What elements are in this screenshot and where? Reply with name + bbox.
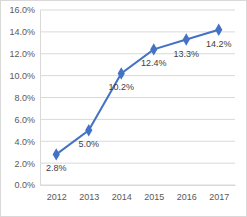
y-tick: 12.0% bbox=[9, 49, 40, 59]
marker bbox=[118, 67, 125, 79]
x-tick-label: 2014 bbox=[112, 192, 132, 202]
marker bbox=[150, 43, 157, 55]
y-tick-label: 10.0% bbox=[9, 71, 35, 81]
x-tick: 2012 bbox=[47, 185, 67, 202]
y-tick-label: 6.0% bbox=[14, 115, 35, 125]
x-tick: 2016 bbox=[177, 185, 197, 202]
y-tick-label: 0.0% bbox=[14, 180, 35, 190]
y-tick-label: 12.0% bbox=[9, 49, 35, 59]
y-tick: 6.0% bbox=[14, 115, 40, 125]
grid-line bbox=[40, 119, 235, 120]
x-tick-label: 2016 bbox=[177, 192, 197, 202]
series bbox=[53, 23, 223, 160]
data-label: 5.0% bbox=[78, 139, 99, 149]
grid-line bbox=[40, 31, 235, 32]
marker bbox=[215, 23, 222, 35]
data-label: 10.2% bbox=[108, 82, 134, 92]
data-label: 2.8% bbox=[46, 163, 67, 173]
y-tick-label: 16.0% bbox=[9, 5, 35, 15]
y-axis: 0.0% 2.0% 4.0% 6.0% 8.0% 10.0% 12.0% 14.0% 16.0% bbox=[9, 5, 40, 190]
data-label: 13.3% bbox=[173, 49, 199, 59]
plot: 0.0% 2.0% 4.0% 6.0% 8.0% 10.0% 12.0% 14.0% 16.0%… bbox=[9, 5, 235, 202]
grid-line bbox=[40, 53, 235, 54]
y-tick: 10.0% bbox=[9, 71, 40, 81]
data-label: 12.4% bbox=[141, 58, 167, 68]
grid-line bbox=[40, 97, 235, 98]
x-tick: 2015 bbox=[144, 185, 164, 202]
y-tick: 4.0% bbox=[14, 137, 40, 147]
chart: 0.0% 2.0% 4.0% 6.0% 8.0% 10.0% 12.0% 14.0% 16.0%… bbox=[0, 0, 247, 217]
y-tick: 14.0% bbox=[9, 27, 40, 37]
y-tick-label: 14.0% bbox=[9, 27, 35, 37]
x-tick-label: 2015 bbox=[144, 192, 164, 202]
line bbox=[56, 30, 219, 155]
grid bbox=[40, 10, 235, 185]
x-tick-label: 2013 bbox=[79, 192, 99, 202]
y-tick: 8.0% bbox=[14, 93, 40, 103]
y-tick-label: 2.0% bbox=[14, 159, 35, 169]
y-tick: 2.0% bbox=[14, 159, 40, 169]
grid-line bbox=[40, 75, 235, 76]
data-labels: 2.8% 5.0% 10.2% 12.4% 13.3% 14.2% bbox=[46, 39, 232, 174]
y-tick: 0.0% bbox=[14, 180, 40, 190]
y-tick-label: 4.0% bbox=[14, 137, 35, 147]
marker bbox=[53, 148, 60, 160]
y-axis-line bbox=[40, 11, 41, 186]
grid-line bbox=[40, 10, 235, 11]
marker bbox=[85, 124, 92, 136]
y-tick: 16.0% bbox=[9, 5, 40, 15]
x-tick-label: 2012 bbox=[47, 192, 67, 202]
x-tick: 2014 bbox=[112, 185, 132, 202]
chart-frame bbox=[1, 1, 247, 217]
x-tick: 2017 bbox=[209, 185, 229, 202]
grid-line bbox=[40, 163, 235, 164]
x-axis: 2012 2013 2014 2015 2016 2017 bbox=[41, 185, 236, 202]
marker bbox=[183, 33, 190, 45]
x-tick: 2013 bbox=[79, 185, 99, 202]
x-tick-label: 2017 bbox=[209, 192, 229, 202]
y-tick-label: 8.0% bbox=[14, 93, 35, 103]
x-axis-line bbox=[41, 185, 236, 186]
data-label: 14.2% bbox=[206, 39, 232, 49]
grid-line bbox=[40, 185, 235, 186]
grid-line bbox=[40, 141, 235, 142]
